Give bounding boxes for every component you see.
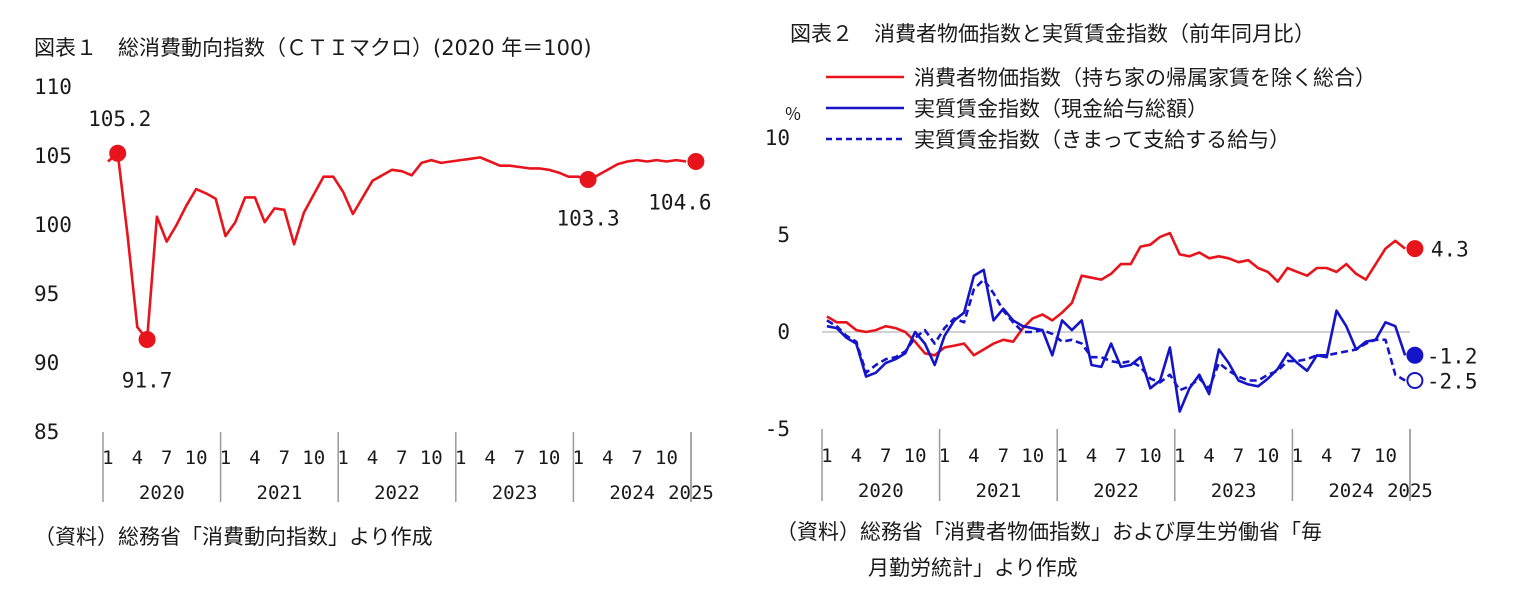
month-tick-2024-1: 1 xyxy=(1292,445,1303,467)
month-tick-2022-1: 1 xyxy=(1056,445,1067,467)
month-tick-2023-10: 10 xyxy=(537,447,560,469)
month-tick-2022-7: 7 xyxy=(396,447,407,469)
month-tick-2024-1: 1 xyxy=(573,447,584,469)
month-tick-2020-4: 4 xyxy=(132,447,143,469)
month-tick-2024-10: 10 xyxy=(1374,445,1397,467)
month-tick-2021-4: 4 xyxy=(249,447,260,469)
y-tick-label-100: 100 xyxy=(34,213,72,237)
y-tick-label-110: 110 xyxy=(34,75,72,99)
series-line-1 xyxy=(826,268,1407,413)
data-point-marker-91-7 xyxy=(138,331,156,349)
year-label-2022: 2022 xyxy=(374,482,420,504)
y-tick-label-5: 5 xyxy=(777,223,790,247)
y-tick-label-minus5: -5 xyxy=(765,417,790,441)
chart1-source-note: （資料）総務省「消費動向指数」より作成 xyxy=(34,525,433,549)
data-point-marker-103-3 xyxy=(579,170,597,188)
month-tick-2024-4: 4 xyxy=(1321,445,1332,467)
year-label-2021: 2021 xyxy=(976,480,1022,502)
y-tick-label-85: 85 xyxy=(34,420,59,444)
y-tick-label-10: 10 xyxy=(765,126,790,150)
year-label-2020: 2020 xyxy=(858,480,904,502)
month-tick-2021-4: 4 xyxy=(968,445,979,467)
y-tick-label-105: 105 xyxy=(34,144,72,168)
year-label-2024: 2024 xyxy=(609,482,655,504)
month-tick-2020-7: 7 xyxy=(161,447,172,469)
month-tick-2020-1: 1 xyxy=(102,447,113,469)
month-tick-2020-10: 10 xyxy=(185,447,208,469)
legend-label-real-wage-total: 実質賃金指数（現金給与総額） xyxy=(914,97,1208,121)
series-line-0 xyxy=(107,151,687,341)
year-label-2022: 2022 xyxy=(1093,480,1139,502)
chart2-source-note-line2: 月勤労統計」より作成 xyxy=(868,556,1078,580)
month-tick-2022-4: 4 xyxy=(1086,445,1097,467)
month-tick-2023-7: 7 xyxy=(514,447,525,469)
year-label-2021: 2021 xyxy=(257,482,303,504)
data-point-marker-minus2-5 xyxy=(1406,372,1424,389)
chart1-title: 図表１ 総消費動向指数（ＣＴＩマクロ）(2020 年＝100) xyxy=(34,36,592,60)
y-tick-label-95: 95 xyxy=(34,282,59,306)
year-label-2025: 2025 xyxy=(668,482,714,504)
legend-label-cpi: 消費者物価指数（持ち家の帰属家賃を除く総合） xyxy=(914,66,1376,90)
legend-label-real-wage-regular: 実質賃金指数（きまって支給する給与） xyxy=(914,128,1291,152)
month-tick-2021-10: 10 xyxy=(302,447,325,469)
data-label-105-2: 105.2 xyxy=(88,107,151,131)
month-tick-2024-10: 10 xyxy=(655,447,678,469)
month-tick-2021-10: 10 xyxy=(1021,445,1044,467)
chart2-source-note-line1: （資料）総務省「消費者物価指数」および厚生労働省「毎 xyxy=(776,520,1322,544)
data-label-4-3: 4.3 xyxy=(1431,238,1469,262)
month-tick-2020-1: 1 xyxy=(821,445,832,467)
month-tick-2022-4: 4 xyxy=(367,447,378,469)
month-tick-2020-4: 4 xyxy=(851,445,862,467)
data-label-103-3: 103.3 xyxy=(556,206,619,230)
data-point-marker-4-3 xyxy=(1406,240,1424,258)
year-label-2025: 2025 xyxy=(1387,480,1433,502)
month-tick-2022-1: 1 xyxy=(337,447,348,469)
data-label-minus2-5: -2.5 xyxy=(1427,370,1478,394)
data-label-91-7: 91.7 xyxy=(122,369,173,393)
month-tick-2023-7: 7 xyxy=(1233,445,1244,467)
month-tick-2020-10: 10 xyxy=(904,445,927,467)
year-label-2023: 2023 xyxy=(1211,480,1257,502)
y-axis-unit-label: ％ xyxy=(785,105,802,125)
y-tick-label-0: 0 xyxy=(777,320,790,344)
month-tick-2023-10: 10 xyxy=(1256,445,1279,467)
series-line-2 xyxy=(826,278,1406,392)
data-point-marker-104-6 xyxy=(687,153,705,171)
y-tick-label-90: 90 xyxy=(34,351,59,375)
data-point-marker-minus1-2 xyxy=(1406,346,1424,364)
month-tick-2021-1: 1 xyxy=(220,447,231,469)
month-tick-2024-7: 7 xyxy=(1350,445,1361,467)
year-label-2020: 2020 xyxy=(139,482,185,504)
year-label-2024: 2024 xyxy=(1328,480,1374,502)
month-tick-2022-7: 7 xyxy=(1115,445,1126,467)
month-tick-2021-1: 1 xyxy=(939,445,950,467)
data-point-marker-105-2 xyxy=(109,144,127,162)
month-tick-2022-10: 10 xyxy=(420,447,443,469)
month-tick-2024-7: 7 xyxy=(631,447,642,469)
month-tick-2021-7: 7 xyxy=(998,445,1009,467)
month-tick-2024-4: 4 xyxy=(602,447,613,469)
data-label-104-6: 104.6 xyxy=(648,191,711,215)
chart2-title: 図表２ 消費者物価指数と実質賃金指数（前年同月比） xyxy=(790,22,1315,46)
series-line-0 xyxy=(826,231,1406,357)
month-tick-2023-1: 1 xyxy=(1174,445,1185,467)
month-tick-2022-10: 10 xyxy=(1139,445,1162,467)
month-tick-2023-1: 1 xyxy=(455,447,466,469)
month-tick-2021-7: 7 xyxy=(279,447,290,469)
month-tick-2023-4: 4 xyxy=(1203,445,1214,467)
month-tick-2020-7: 7 xyxy=(880,445,891,467)
month-tick-2023-4: 4 xyxy=(484,447,495,469)
year-label-2023: 2023 xyxy=(492,482,538,504)
data-label-minus1-2: -1.2 xyxy=(1427,344,1478,368)
